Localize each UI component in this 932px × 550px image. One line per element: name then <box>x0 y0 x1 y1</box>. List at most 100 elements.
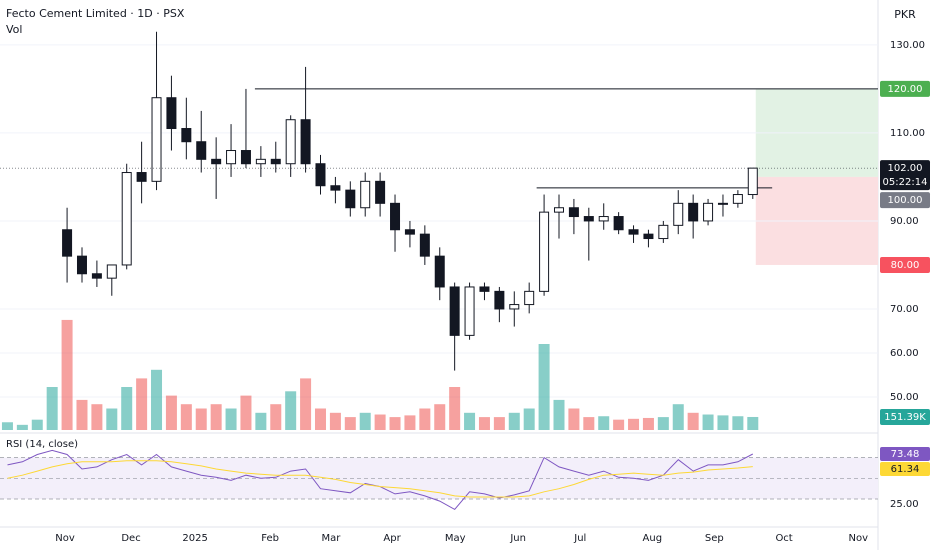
countdown: 05:22:14 <box>883 177 928 188</box>
candle-body <box>673 202 684 226</box>
chart-title: Fecto Cement Limited · 1D · PSX <box>6 7 185 20</box>
candle-body <box>240 150 251 165</box>
volume-bar <box>523 408 535 430</box>
price-label: 100.00 <box>888 195 923 206</box>
x-tick-label: Feb <box>261 533 279 544</box>
volume-bar <box>419 408 431 430</box>
volume-label: 151.39K <box>884 412 926 423</box>
volume-bar <box>717 415 729 430</box>
volume-bar <box>702 414 714 430</box>
price-label: 80.00 <box>891 260 920 271</box>
volume-bar <box>508 412 520 430</box>
candle-body <box>300 119 311 165</box>
price-label-box <box>880 80 930 97</box>
candle-body <box>345 189 356 209</box>
candle-body <box>434 255 445 288</box>
volume-bar <box>314 408 326 430</box>
candle-body <box>106 264 117 279</box>
candle-body <box>181 128 192 143</box>
volume-bar <box>374 414 386 430</box>
volume-bar <box>389 417 401 430</box>
y-tick-label: 25.00 <box>890 499 919 510</box>
x-tick-label: Oct <box>775 533 792 544</box>
volume-bar <box>613 419 625 430</box>
candle-body <box>613 216 624 231</box>
candle-body <box>166 97 177 130</box>
volume-bar <box>478 417 490 430</box>
volume-bar <box>732 416 744 430</box>
price-label: 102.00 <box>888 163 923 174</box>
volume-bar <box>136 378 148 430</box>
candle-body <box>553 207 564 213</box>
candle-body <box>136 172 147 182</box>
candle-body <box>568 207 579 218</box>
rsi-title: RSI (14, close) <box>6 439 78 450</box>
x-tick-label: Sep <box>705 533 724 544</box>
candle-body <box>583 216 594 222</box>
x-tick-label: Apr <box>383 533 401 544</box>
volume-bar <box>747 416 759 430</box>
volume-bar <box>46 387 58 430</box>
x-tick-label: Mar <box>321 533 341 544</box>
candle-body <box>196 141 207 160</box>
candle-body <box>270 158 281 165</box>
x-tick-label: 2025 <box>182 533 207 544</box>
volume-bar <box>76 399 88 430</box>
candle-body <box>598 216 609 222</box>
volume-bar <box>687 412 699 430</box>
volume-bar <box>628 418 640 430</box>
x-tick-label: Nov <box>849 533 869 544</box>
candle-body <box>404 229 415 235</box>
candle-body <box>151 97 162 182</box>
candle-body <box>628 229 639 235</box>
volume-bar <box>300 378 312 430</box>
candle-body <box>717 202 728 205</box>
volume-bar <box>121 387 133 430</box>
candle-body <box>539 211 550 292</box>
x-tick-label: Jun <box>509 533 526 544</box>
candle-body <box>643 233 654 240</box>
candle-body <box>76 255 87 275</box>
candle-body <box>658 224 669 240</box>
volume-bar <box>31 419 43 430</box>
candle-body <box>449 286 460 336</box>
volume-legend: Vol <box>6 23 22 36</box>
volume-bar <box>598 416 610 430</box>
volume-bar <box>210 404 222 430</box>
volume-bar <box>642 417 654 430</box>
volume-bar <box>1 422 13 430</box>
x-tick-label: Aug <box>643 533 663 544</box>
rsi-label: 73.48 <box>891 449 920 460</box>
y-tick-label: 50.00 <box>890 392 919 403</box>
volume-bar <box>106 408 118 430</box>
price-label: 120.00 <box>888 84 923 95</box>
volume-bar <box>493 417 505 430</box>
volume-bar <box>240 395 252 430</box>
volume-bar <box>195 408 207 430</box>
price-label-box <box>880 256 930 273</box>
volume-bar <box>553 399 565 430</box>
y-tick-label: 130.00 <box>890 40 925 51</box>
candle-body <box>509 304 520 310</box>
volume-bar <box>165 395 177 430</box>
rsi-label: 61.34 <box>891 464 920 475</box>
volume-bar <box>61 319 73 430</box>
volume-bar <box>434 404 446 430</box>
volume-bar <box>404 415 416 430</box>
rsi-label-box <box>880 447 930 462</box>
volume-bar <box>91 404 103 430</box>
candle-body <box>226 150 237 165</box>
candle-body <box>360 180 371 209</box>
volume-bar <box>583 417 595 430</box>
volume-bar <box>449 387 461 430</box>
candle-body <box>688 202 699 222</box>
volume-bar <box>270 404 282 430</box>
volume-bar <box>225 408 237 430</box>
volume-bar <box>151 369 163 430</box>
volume-bar <box>657 417 669 430</box>
volume-bar <box>344 417 356 430</box>
rsi-label-box <box>880 462 930 477</box>
candle-body <box>330 185 341 191</box>
candle-body <box>121 172 132 266</box>
x-tick-label: Dec <box>121 533 140 544</box>
